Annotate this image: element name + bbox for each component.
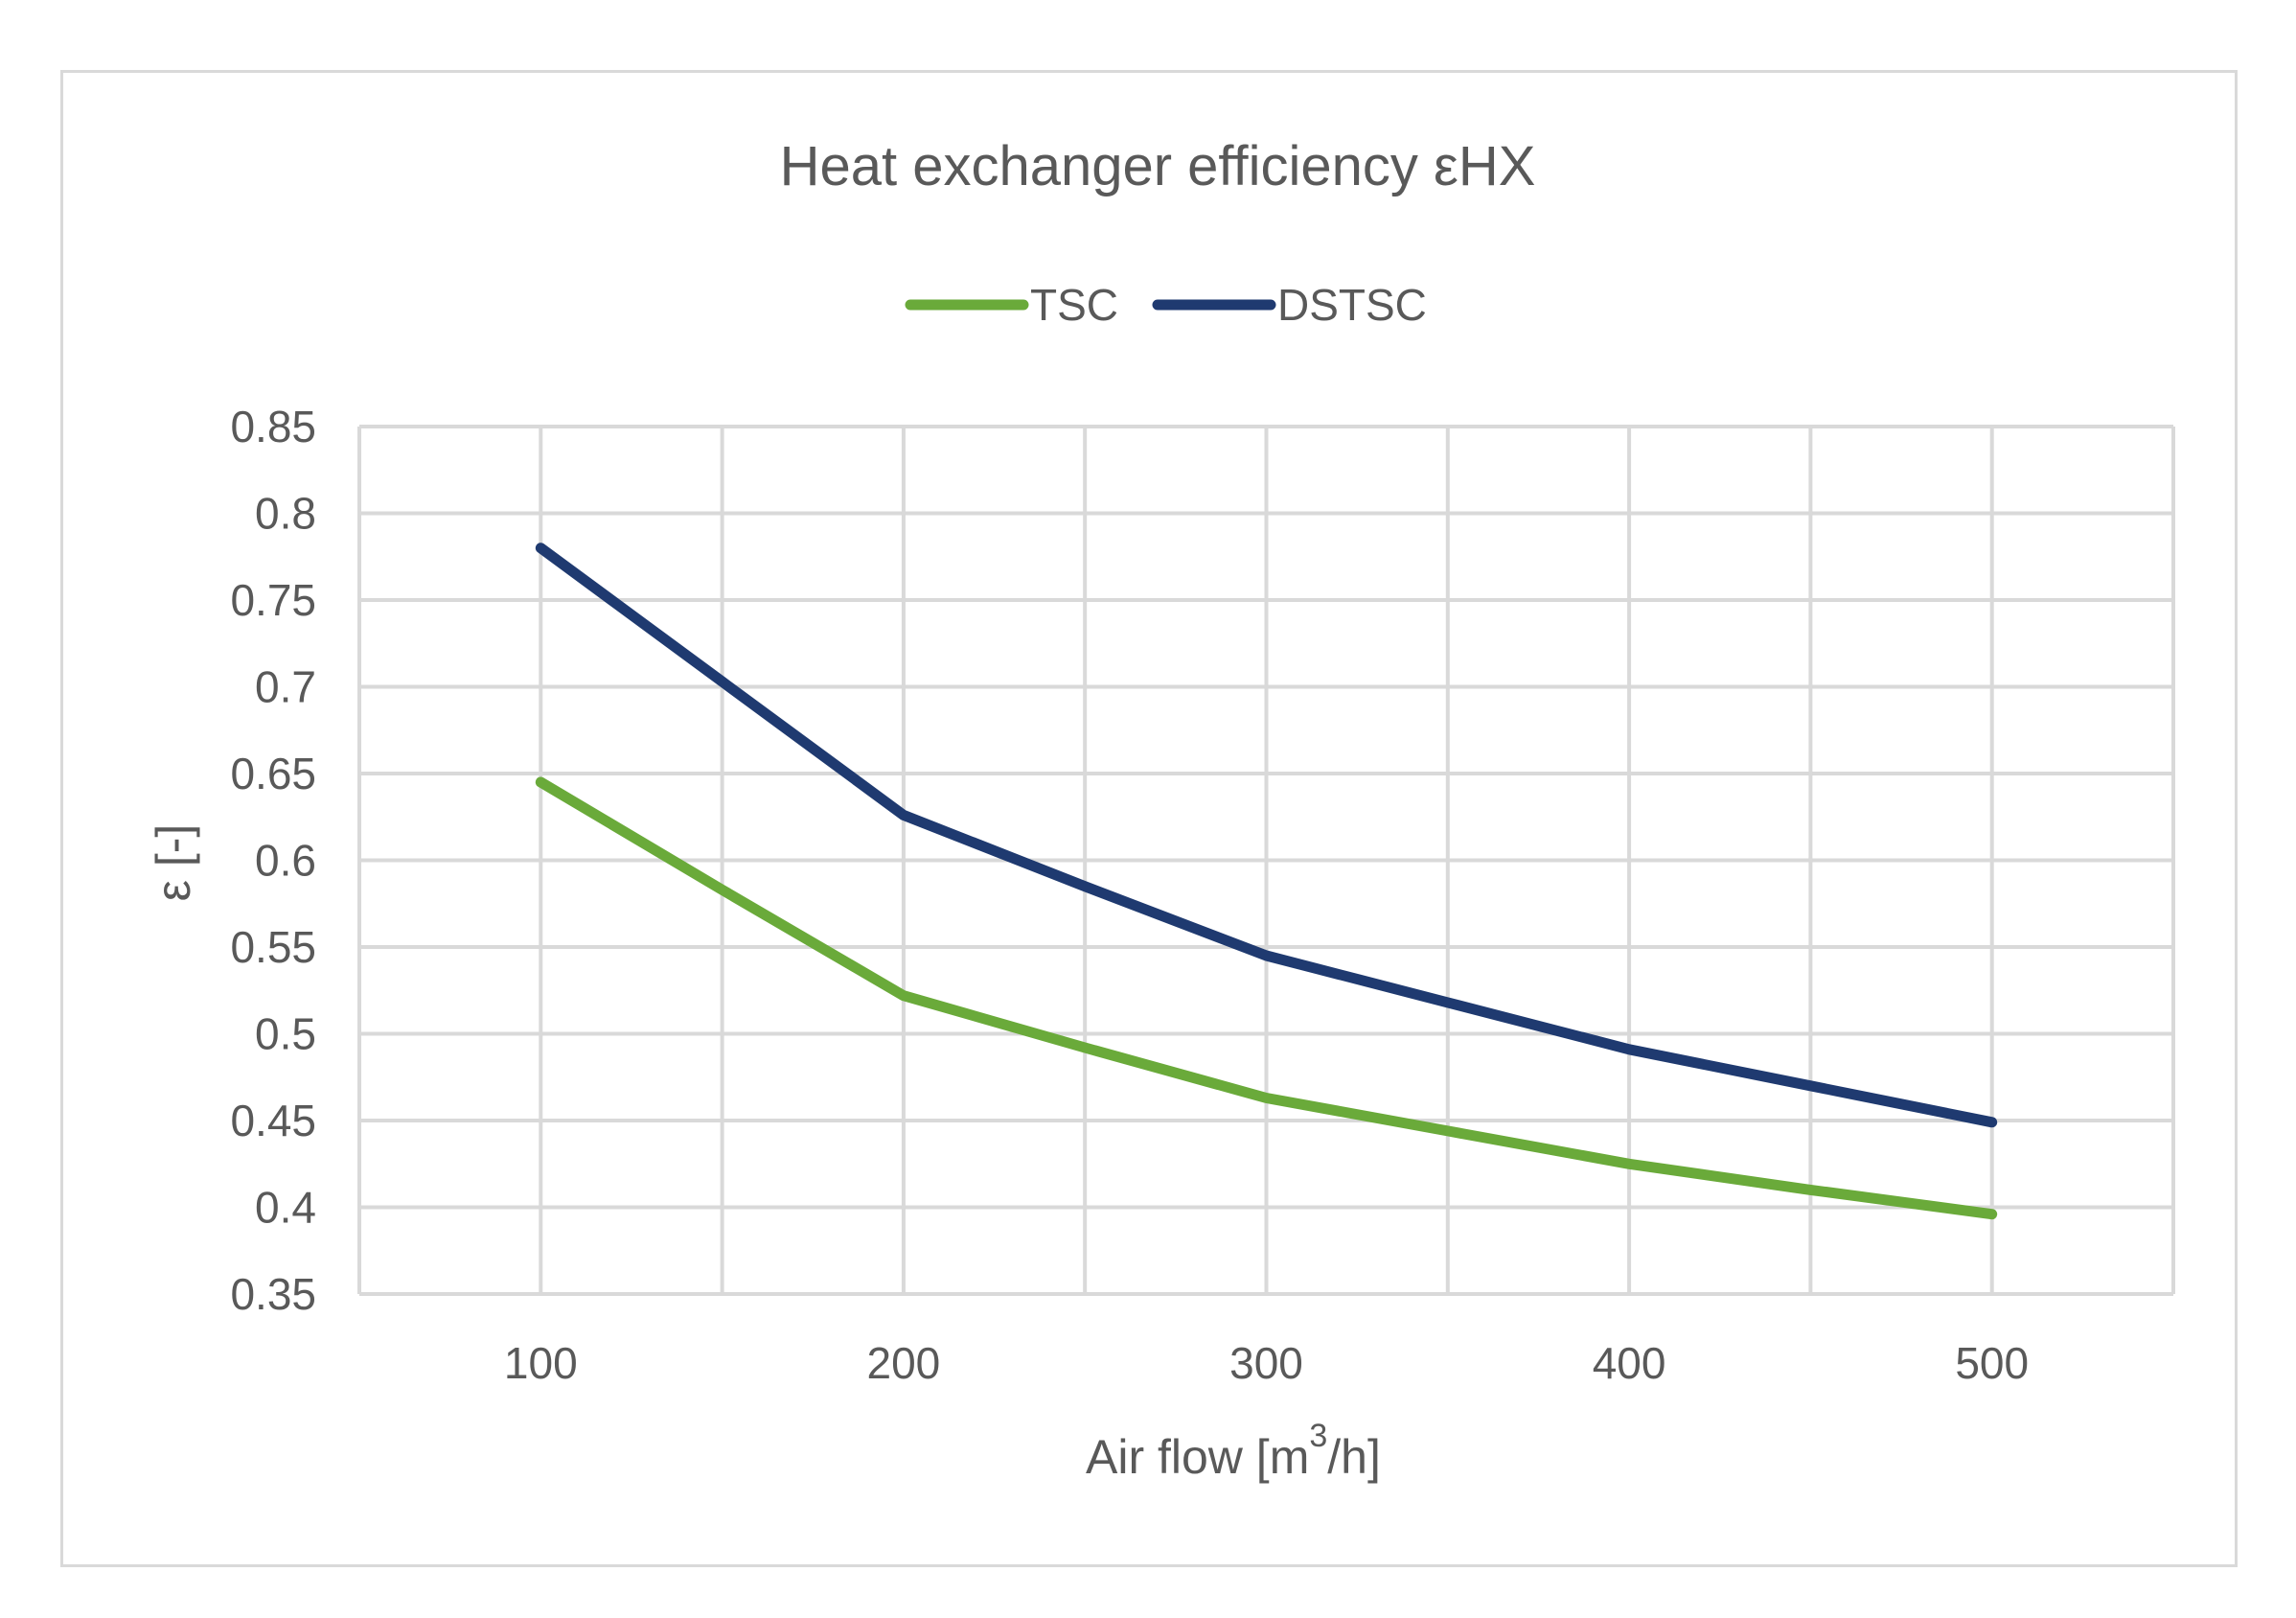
x-axis-label-end: /h] <box>1327 1430 1381 1484</box>
x-tick-label: 500 <box>1955 1338 2029 1388</box>
chart-title: Heat exchanger efficiency εHX <box>780 135 1536 197</box>
x-tick-label: 300 <box>1229 1338 1303 1388</box>
y-tick-label: 0.35 <box>230 1269 316 1319</box>
y-tick-label: 0.75 <box>230 575 316 625</box>
legend-label-tsc: TSC <box>1030 280 1118 330</box>
x-tick-label: 200 <box>867 1338 941 1388</box>
y-tick-label: 0.55 <box>230 922 316 972</box>
legend-label-dstsc: DSTSC <box>1277 280 1427 330</box>
x-tick-label: 400 <box>1593 1338 1666 1388</box>
y-tick-label: 0.45 <box>230 1096 316 1145</box>
x-axis-label-main: Air flow [m <box>1086 1430 1309 1484</box>
gridlines <box>357 425 2175 1296</box>
x-tick-label: 100 <box>504 1338 578 1388</box>
y-tick-label: 0.7 <box>255 662 316 712</box>
chart-area <box>60 70 2238 1567</box>
y-axis-label: ε [-] <box>147 824 200 902</box>
y-tick-label: 0.65 <box>230 749 316 798</box>
y-tick-label: 0.4 <box>255 1183 316 1233</box>
legend: TSC DSTSC <box>905 280 1427 330</box>
x-axis-label-superscript: 3 <box>1309 1418 1327 1454</box>
series-lines <box>535 543 1998 1220</box>
series-line-tsc <box>535 776 1998 1220</box>
x-axis-label: Air flow [m3/h] <box>1086 1418 1381 1484</box>
y-tick-label: 0.6 <box>255 836 316 886</box>
y-tick-label: 0.8 <box>255 489 316 539</box>
y-tick-label: 0.85 <box>230 402 316 451</box>
y-axis-ticks: 0.35 0.4 0.45 0.5 0.55 0.6 0.65 0.7 0.75 0.8 0.85 <box>230 402 316 1319</box>
x-axis-ticks: 100 200 300 400 500 <box>504 1338 2029 1388</box>
series-line-dstsc <box>535 543 1998 1128</box>
y-tick-label: 0.5 <box>255 1009 316 1059</box>
